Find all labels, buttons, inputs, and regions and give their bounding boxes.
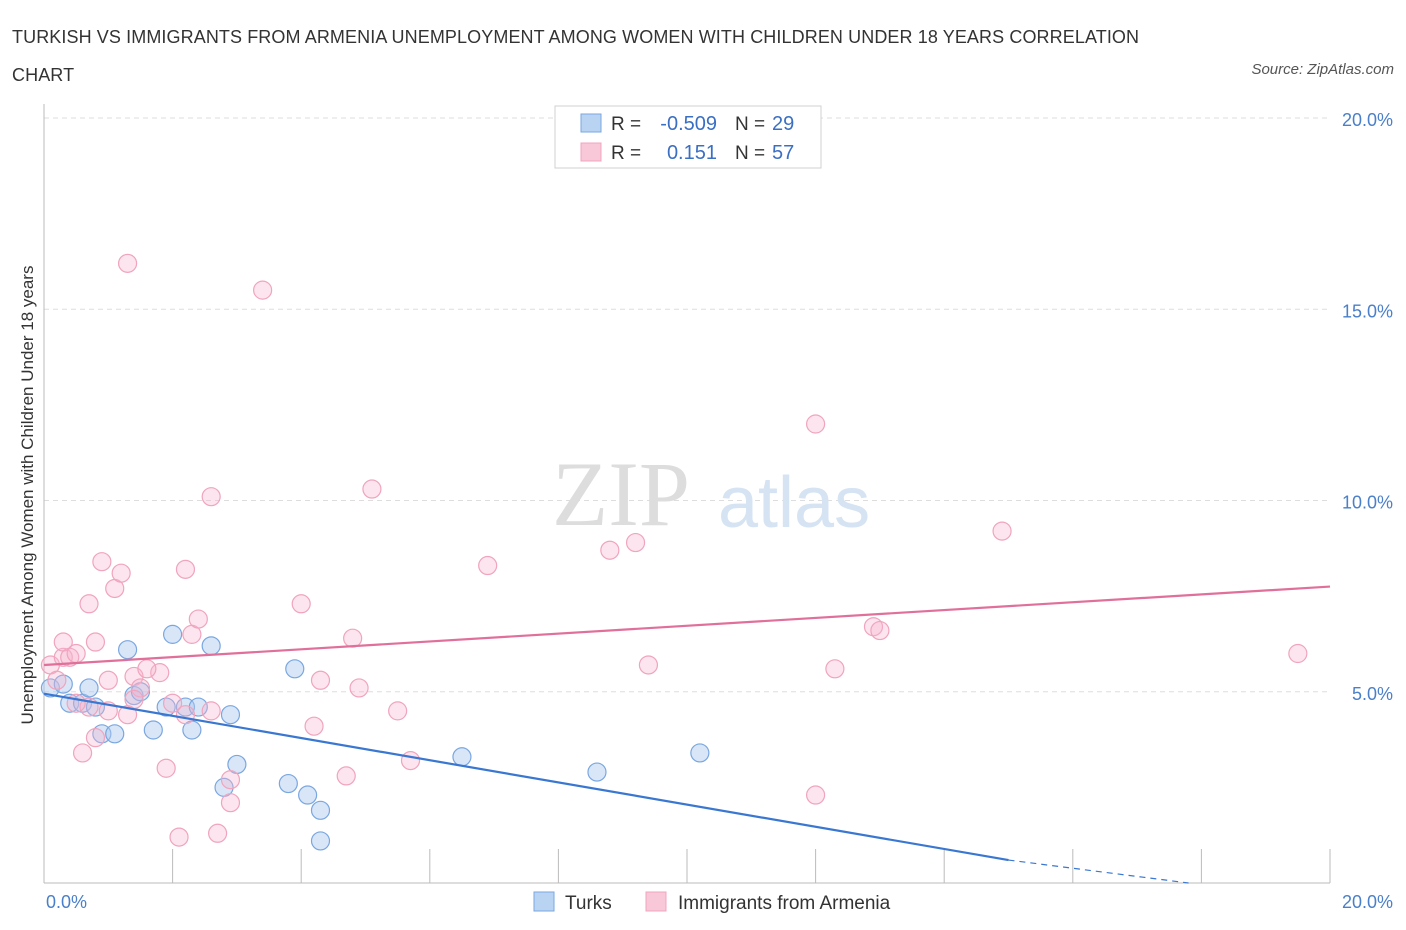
armenia-point — [163, 693, 183, 713]
y-tick-label: 15.0% — [1342, 301, 1393, 321]
turks-point — [452, 747, 472, 767]
turks-point — [690, 743, 710, 763]
armenia-point — [72, 743, 93, 763]
turks-point — [278, 773, 298, 794]
armenia-point — [137, 659, 157, 679]
series-legend-label-armenia: Immigrants from Armenia — [678, 893, 891, 914]
armenia-point — [805, 414, 826, 434]
armenia-point — [117, 253, 138, 273]
armenia-point — [638, 655, 659, 675]
armenia-trend-line — [43, 585, 1331, 667]
armenia-point — [85, 728, 106, 748]
turks-point — [298, 785, 318, 805]
x-tick-label-max: 20.0% — [1342, 892, 1393, 912]
turks-point — [79, 678, 99, 698]
armenia-point — [310, 670, 331, 690]
armenia-point — [362, 479, 382, 499]
armenia-point — [156, 758, 176, 778]
armenia-point — [336, 766, 356, 786]
watermark-atlas: atlas — [718, 463, 870, 543]
legend-r-label-armenia: R = — [611, 143, 641, 164]
source-note: Source: ZipAtlas.com — [1251, 61, 1394, 78]
series-legend-label-turks: Turks — [565, 893, 612, 914]
correlation-legend: R = -0.509 N = 29 R = 0.151 N = 57 — [554, 105, 822, 169]
armenia-point — [1288, 643, 1308, 664]
armenia-point — [111, 563, 131, 583]
armenia-point — [253, 280, 273, 300]
armenia-point — [201, 701, 221, 721]
armenia-point — [208, 823, 228, 843]
turks-point — [220, 705, 241, 725]
armenia-point — [92, 552, 112, 572]
armenia-point — [201, 487, 221, 507]
armenia-point — [825, 659, 845, 679]
armenia-point — [304, 716, 324, 736]
y-tick-label: 20.0% — [1342, 110, 1393, 130]
armenia-point — [66, 643, 86, 664]
armenia-point — [478, 555, 498, 576]
armenia-point — [625, 532, 646, 553]
turks-point — [310, 800, 331, 820]
grid-lines — [44, 117, 1330, 693]
legend-r-value-armenia: 0.151 — [667, 142, 717, 164]
legend-n-value-turks: 29 — [772, 113, 794, 135]
data-points — [40, 253, 1308, 851]
armenia-point — [175, 559, 196, 579]
armenia-point — [98, 670, 118, 690]
legend-n-label-turks: N = — [735, 114, 765, 135]
turks-point — [143, 720, 163, 740]
axes — [43, 104, 1331, 884]
y-tick-label: 10.0% — [1342, 493, 1393, 513]
armenia-point — [47, 670, 67, 690]
legend-swatch-armenia — [580, 142, 602, 162]
armenia-point — [400, 750, 421, 771]
turks-point — [163, 624, 183, 644]
armenia-point — [349, 678, 369, 698]
chart-title: TURKISH VS IMMIGRANTS FROM ARMENIA UNEMP… — [12, 27, 1140, 85]
series-legend-swatch-armenia — [645, 891, 667, 912]
armenia-point — [188, 609, 208, 629]
turks-point — [40, 678, 61, 698]
y-tick-label: 5.0% — [1352, 684, 1393, 704]
turks-point — [310, 831, 331, 851]
armenia-point — [220, 770, 241, 790]
armenia-point — [150, 663, 170, 683]
armenia-point — [53, 647, 73, 667]
armenia-point — [130, 678, 151, 698]
legend-n-label-armenia: N = — [735, 143, 765, 164]
turks-trend-line — [43, 692, 1009, 862]
armenia-point — [79, 594, 99, 614]
turks-trend-extension — [1008, 859, 1189, 884]
turks-point — [105, 724, 125, 744]
armenia-point — [220, 793, 241, 813]
trend-lines — [43, 585, 1331, 884]
armenia-point — [805, 785, 826, 805]
turks-point — [201, 636, 221, 656]
series-legend-swatch-turks — [533, 891, 555, 912]
armenia-point — [175, 705, 196, 725]
turks-point — [285, 659, 305, 679]
legend-r-label-turks: R = — [611, 114, 641, 135]
armenia-point — [992, 521, 1012, 541]
armenia-point — [600, 540, 620, 560]
tick-labels: 5.0% 10.0% 15.0% 20.0% 0.0% 20.0% — [46, 110, 1393, 912]
x-tick-label-min: 0.0% — [46, 892, 87, 912]
armenia-point — [291, 594, 311, 614]
armenia-point — [124, 689, 144, 710]
armenia-point — [870, 620, 890, 641]
armenia-point — [388, 701, 408, 721]
watermark-zip: ZIP — [552, 443, 690, 545]
armenia-point — [85, 632, 106, 652]
armenia-point — [169, 827, 189, 847]
legend-n-value-armenia: 57 — [772, 142, 794, 164]
turks-point — [587, 762, 607, 782]
armenia-point — [66, 693, 86, 713]
legend-r-value-turks: -0.509 — [660, 113, 717, 135]
legend-swatch-turks — [580, 113, 602, 133]
armenia-point — [343, 628, 363, 648]
turks-point — [117, 640, 138, 660]
series-legend: Turks Immigrants from Armenia — [533, 891, 891, 914]
